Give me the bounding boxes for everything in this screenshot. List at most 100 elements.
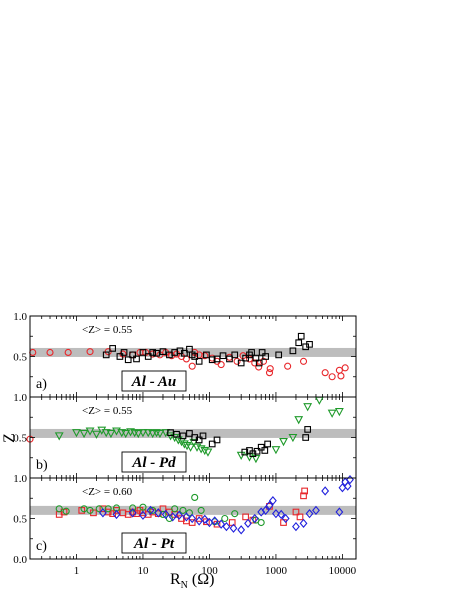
panel-c-circle-point [55, 505, 63, 513]
panel-c-circle-point [129, 504, 137, 512]
panel-c-diamond-point [128, 508, 137, 518]
panel-b-triangle-down-point [72, 429, 81, 438]
x-tick-label: 1 [74, 565, 80, 577]
panel-a-square-point [149, 349, 157, 356]
panel-b-triangle-down-point [101, 429, 111, 438]
panel-c-circle-point [86, 506, 94, 514]
panel-b-triangle-down-point [148, 429, 158, 439]
panel-a-square-point [203, 351, 210, 359]
panel-c-square-point [113, 507, 120, 514]
panel-a-circle-point [328, 373, 336, 381]
panel-c-diamond-point [250, 513, 259, 524]
panel-c-circle-point [95, 505, 103, 513]
panel-c-diamond-point [168, 512, 177, 522]
panel-c-square-point [300, 492, 307, 500]
panel-b-square-point [173, 430, 180, 438]
panel-a-circle-point [337, 372, 345, 380]
panel-c-circle-point [197, 506, 205, 514]
panel-b-triangle-down-point [155, 429, 165, 439]
panel-a-circle-point [201, 352, 209, 360]
panel-b-triangle-down-point [138, 429, 148, 438]
panel-b-square-point [302, 434, 310, 441]
panel-a-circle-point [233, 357, 241, 365]
panel-b-triangle-down-point [271, 446, 281, 455]
panel-c-al-pt: 0.0 0.5 1.0 <Z> = 0.60 c) Al - Pt [13, 473, 357, 566]
panel-c-diamond-point [188, 513, 197, 524]
panel-b-triangle-down-point [200, 446, 210, 456]
panel-a-square-point [262, 353, 269, 360]
panel-b-triangle-down-point [203, 448, 213, 457]
panel-a-circle-point [266, 365, 274, 373]
panel-b-square-point [213, 436, 221, 444]
panel-b-square-point [195, 436, 203, 444]
panel-c-circle-point [149, 506, 157, 514]
panel-c-diamond-point [210, 516, 219, 526]
panel-c-mean-label: <Z> = 0.60 [82, 486, 133, 498]
panel-b-triangle-down-point [186, 443, 195, 452]
y-axis-label: Z [1, 433, 18, 443]
panel-a-square-point [237, 359, 245, 367]
panel-a-square-point [191, 353, 199, 360]
panel-a-square-point [120, 349, 128, 356]
panel-c-diamond-point [277, 509, 286, 520]
panel-c-diamond-point [175, 510, 184, 520]
panel-b-triangle-down-point [121, 429, 131, 439]
panel-b-triangle-down-point [294, 416, 304, 425]
panel-a-square-point [139, 349, 147, 356]
panel-c-diamond-point [292, 521, 300, 532]
panel-a-circle-point [64, 348, 72, 357]
x-axis-label-subscript: N [181, 580, 188, 591]
panel-c-diamond-point [200, 514, 209, 524]
panel-c-diamond-point [222, 521, 231, 532]
panel-b-triangle-down-point [106, 429, 116, 439]
panel-c-circle-point [257, 518, 265, 527]
panel-a-square-point [124, 356, 132, 364]
panel-c-diamond-point [261, 505, 270, 516]
panel-b-y-tick-label: 1.0 [13, 392, 27, 404]
panel-b-square-point [304, 426, 312, 433]
panel-b-square-point [199, 432, 207, 440]
panel-a-circle-point [259, 357, 268, 365]
panel-c-circle-point [179, 506, 187, 514]
panel-b-triangle-down-point [288, 433, 298, 443]
panel-c-letter: c) [36, 539, 47, 554]
panel-b-inset-box [121, 451, 187, 473]
panel-a-mean-label: <Z> = 0.55 [82, 324, 133, 336]
panel-c-circle-point [191, 493, 199, 501]
panel-c-diamond-point [154, 508, 163, 518]
x-tick-label: 1000 [265, 565, 288, 577]
panel-b-triangle-down-point [92, 430, 101, 439]
panel-b-triangle-down-point [54, 432, 64, 441]
panel-c-diamond-point [139, 510, 147, 520]
panel-c-circle-point [231, 510, 239, 518]
panel-b-square-point [241, 448, 249, 456]
panel-a-square-point [129, 351, 137, 359]
panel-b-inset-label: Al - Pd [131, 455, 176, 471]
panel-a-inset-label: Al - Au [131, 374, 176, 390]
panel-c-circle-point [171, 505, 179, 513]
panel-b-triangle-down-point [314, 396, 324, 405]
panel-c-diamond-point [335, 507, 344, 517]
panel-a-square-point [275, 351, 283, 359]
panel-c-y-tick-label: 0.5 [13, 514, 27, 526]
panel-c-square-point [296, 513, 304, 521]
panel-a-circle-point [217, 361, 225, 369]
panel-b-triangle-down-point [79, 429, 89, 439]
panel-b-triangle-down-point [196, 445, 206, 454]
x-tick-label: 100 [201, 565, 218, 577]
panel-a-circle-point [265, 369, 274, 377]
panel-b-triangle-down-point [334, 408, 344, 417]
panel-c-diamond-point [217, 519, 226, 529]
panel-a-circle-point [188, 362, 196, 370]
panel-a-square-point [295, 339, 303, 347]
panel-b-triangle-down-point [133, 429, 143, 439]
panel-c-square-point [242, 513, 249, 521]
x-axis-label-unit: (Ω) [192, 571, 215, 588]
panel-c-square-point [188, 519, 196, 526]
panel-a-inset-box [121, 370, 187, 392]
panel-c-circle-point [139, 503, 147, 511]
panel-b-al-pd: 0.5 1.0 <Z> = 0.55 b) Al - Pd [13, 392, 357, 479]
panel-c-inset-label: Al - Pt [133, 536, 175, 552]
panel-a-square-point [219, 352, 227, 360]
panel-c-diamond-point [237, 525, 246, 535]
